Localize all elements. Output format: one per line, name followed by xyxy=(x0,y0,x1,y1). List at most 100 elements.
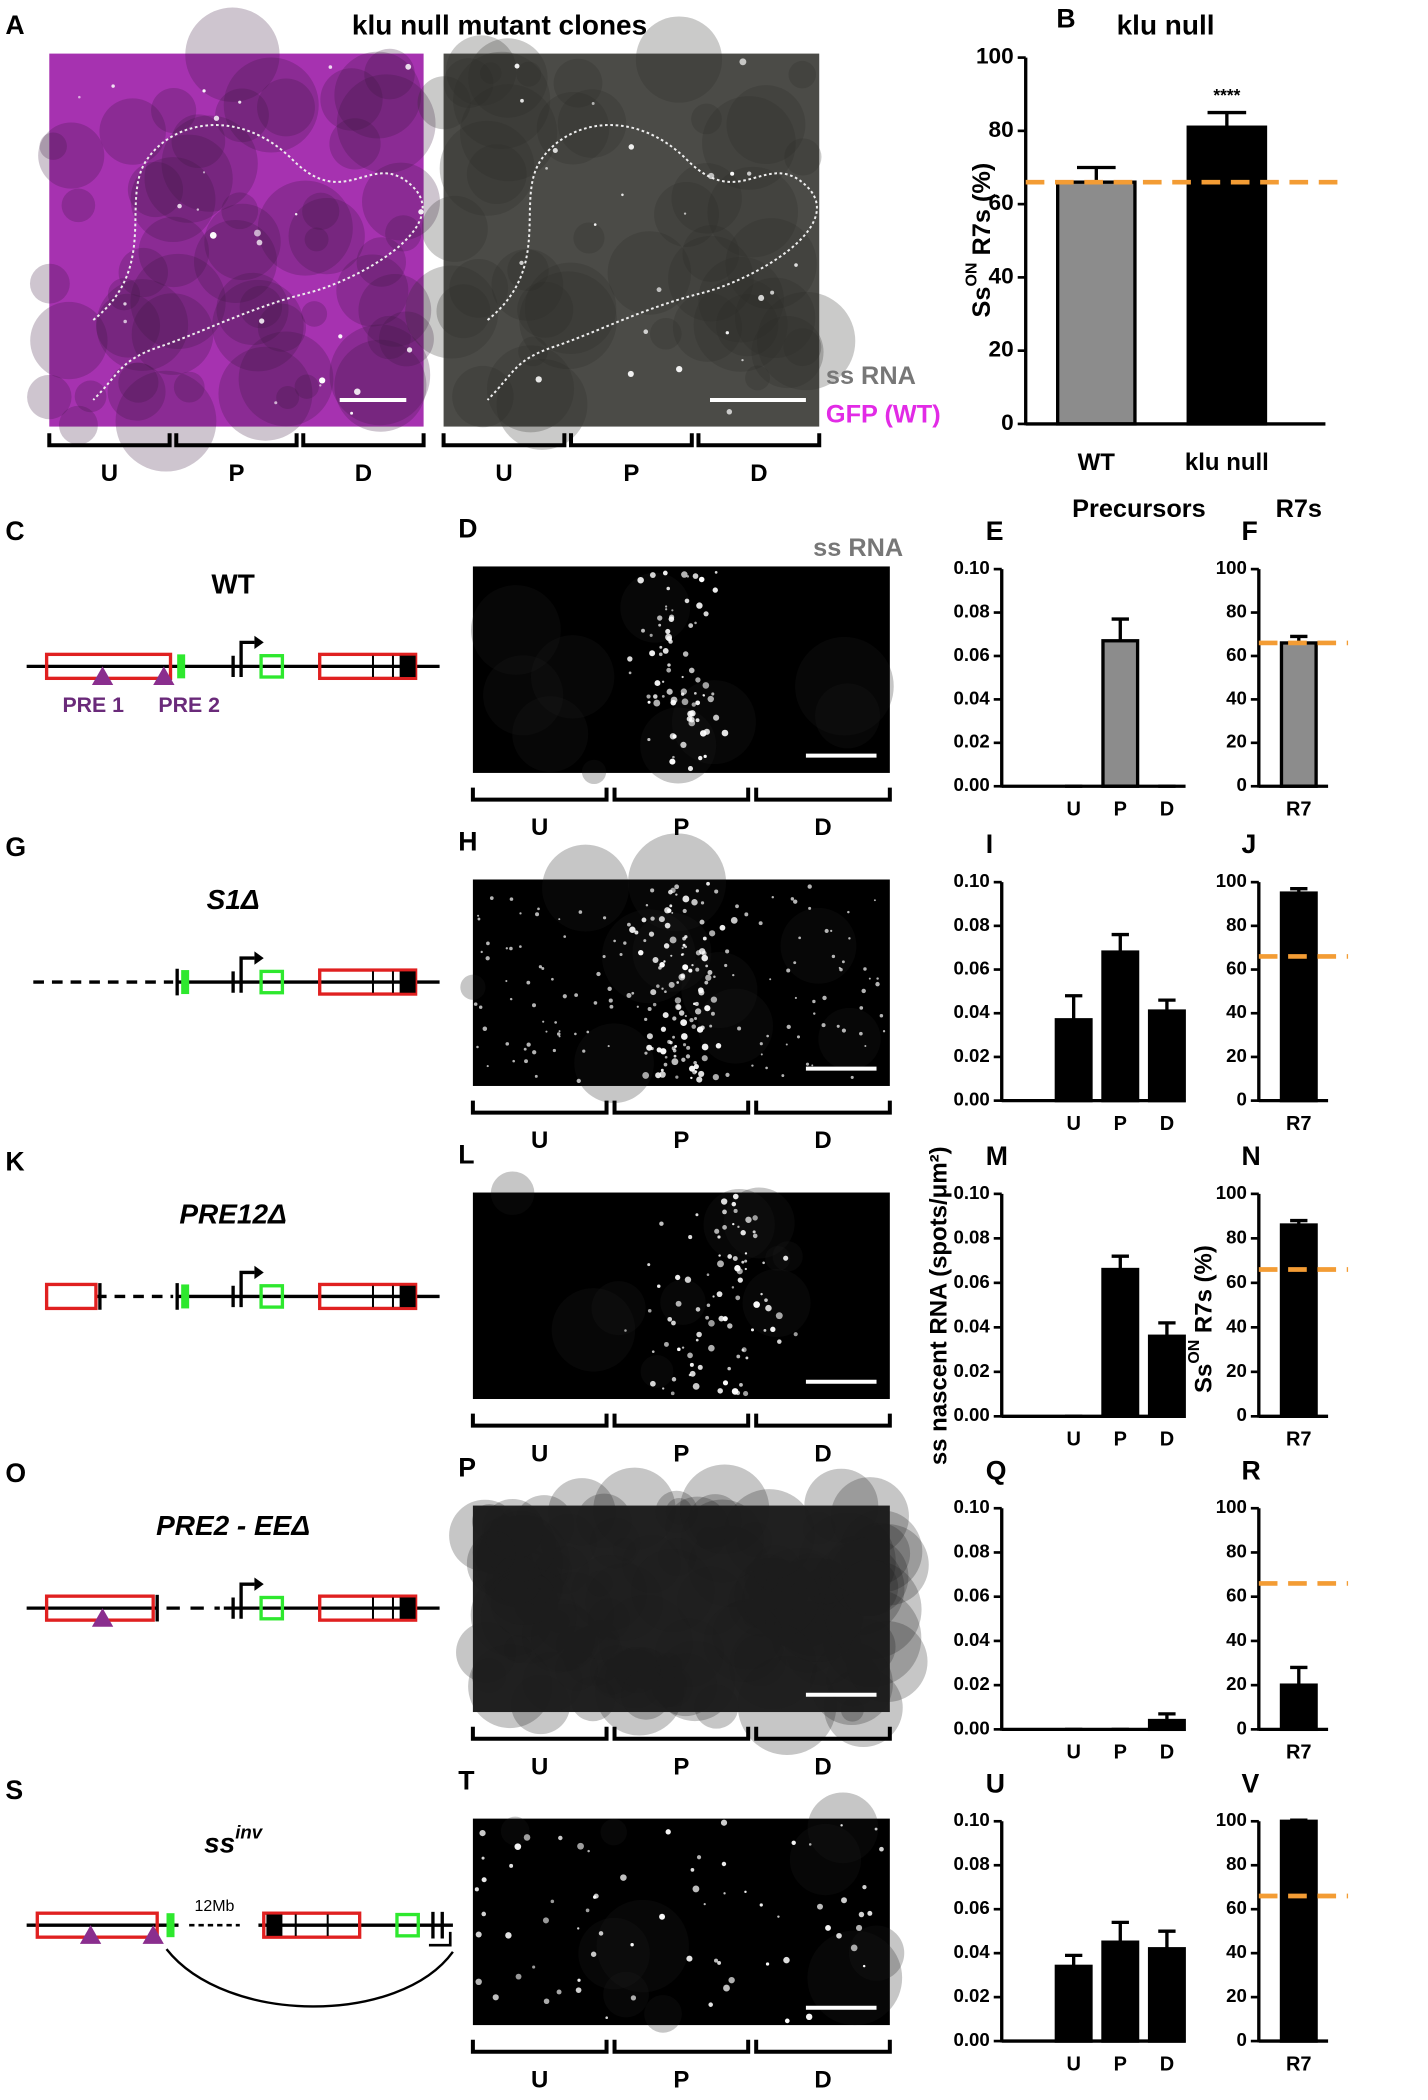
rna-spot xyxy=(690,1076,693,1080)
rna-spot xyxy=(662,1012,669,1019)
rna-spot xyxy=(703,611,709,617)
texture xyxy=(829,1537,909,1616)
rna-spot xyxy=(274,401,278,405)
region-bracket xyxy=(612,1726,751,1741)
texture xyxy=(795,636,894,736)
coding-block xyxy=(399,655,416,678)
rna-spot xyxy=(732,1222,735,1226)
rna-spot xyxy=(541,966,545,970)
texture xyxy=(517,281,574,338)
rna-spot xyxy=(744,1890,747,1894)
rna-spot xyxy=(489,896,494,900)
y-tick-label: 40 xyxy=(1226,1941,1247,1962)
rna-spot xyxy=(523,1834,531,1841)
rna-spot xyxy=(627,656,633,662)
rna-spot xyxy=(647,1006,652,1011)
rna-spot xyxy=(620,1874,627,1881)
texture xyxy=(215,88,269,143)
texture xyxy=(594,1658,631,1695)
rna-spot xyxy=(627,370,634,377)
rna-spot xyxy=(671,911,674,914)
y-tick-label: 0.04 xyxy=(953,1629,990,1650)
y-tick-label: 0.04 xyxy=(953,1001,990,1022)
rna-spot xyxy=(793,1332,798,1337)
rna-spot xyxy=(665,608,668,611)
texture xyxy=(787,1553,832,1597)
texture xyxy=(329,118,381,170)
y-tick-label: 60 xyxy=(1226,644,1247,665)
x-tick-label: R7 xyxy=(1286,1429,1312,1451)
construct-name-part: PRE12Δ xyxy=(179,1199,286,1230)
texture xyxy=(551,1288,636,1372)
texture xyxy=(772,1601,844,1673)
rna-spot xyxy=(634,930,639,935)
rna-spot xyxy=(727,1323,733,1329)
region-label: U xyxy=(531,1753,548,1780)
rna-spot xyxy=(532,1003,537,1008)
texture xyxy=(446,35,517,106)
texture xyxy=(336,254,409,327)
rna-spot xyxy=(713,714,720,721)
rna-spot xyxy=(662,647,669,654)
texture xyxy=(29,263,70,304)
rna-spot xyxy=(747,171,752,176)
texture xyxy=(813,1576,841,1604)
rna-spot xyxy=(717,1960,722,1965)
region-label: D xyxy=(814,1440,831,1467)
texture xyxy=(130,253,226,350)
rna-spot xyxy=(647,1263,651,1267)
rna-spot xyxy=(764,1298,768,1302)
rna-spot xyxy=(681,675,684,679)
region-label: P xyxy=(673,2066,689,2093)
rna-spot xyxy=(874,1827,878,1831)
rna-spot xyxy=(202,171,206,174)
rna-spot xyxy=(659,1913,666,1920)
rna-spot xyxy=(667,663,671,667)
texture xyxy=(161,115,258,212)
y-tick-label: 0 xyxy=(1001,410,1014,435)
texture xyxy=(585,1563,663,1641)
texture xyxy=(726,85,806,164)
rna-spot xyxy=(786,968,791,973)
texture xyxy=(573,222,605,254)
clone-outline xyxy=(92,124,424,401)
rna-spot xyxy=(719,924,726,931)
rna-spot xyxy=(481,1911,487,1917)
texture xyxy=(358,274,432,347)
panel-letter: D xyxy=(458,514,477,544)
rna-spot xyxy=(717,1260,724,1268)
rna-spot xyxy=(855,1924,863,1932)
rna-spot xyxy=(770,290,775,295)
panel-letter: E xyxy=(986,516,1004,546)
y-axis-label-part: ON xyxy=(1186,1340,1203,1364)
rna-spot xyxy=(663,960,666,963)
texture xyxy=(827,1536,884,1593)
rna-spot xyxy=(661,987,664,990)
rna-spot xyxy=(718,1315,725,1322)
texture xyxy=(519,271,617,370)
rna-spot xyxy=(649,633,653,637)
texture xyxy=(334,339,427,432)
texture xyxy=(839,1510,923,1593)
texture xyxy=(691,103,722,135)
rna-spot xyxy=(688,1235,693,1240)
texture xyxy=(468,38,548,118)
rna-spot xyxy=(542,1020,545,1023)
rna-spot xyxy=(624,1329,627,1332)
x-tick-label: klu null xyxy=(1185,449,1269,476)
texture xyxy=(557,89,627,158)
rna-spot xyxy=(695,1338,699,1342)
texture xyxy=(654,1653,717,1717)
rna-spot xyxy=(558,1035,561,1038)
panel-letter: K xyxy=(5,1146,24,1176)
texture xyxy=(640,1355,674,1388)
texture xyxy=(362,162,440,241)
rna-spot xyxy=(744,1252,748,1255)
rna-spot xyxy=(694,1001,699,1007)
rna-spot xyxy=(735,904,739,909)
texture xyxy=(788,60,816,89)
texture xyxy=(485,1548,562,1626)
rna-spot xyxy=(714,1228,720,1234)
rna-spot xyxy=(196,208,200,211)
